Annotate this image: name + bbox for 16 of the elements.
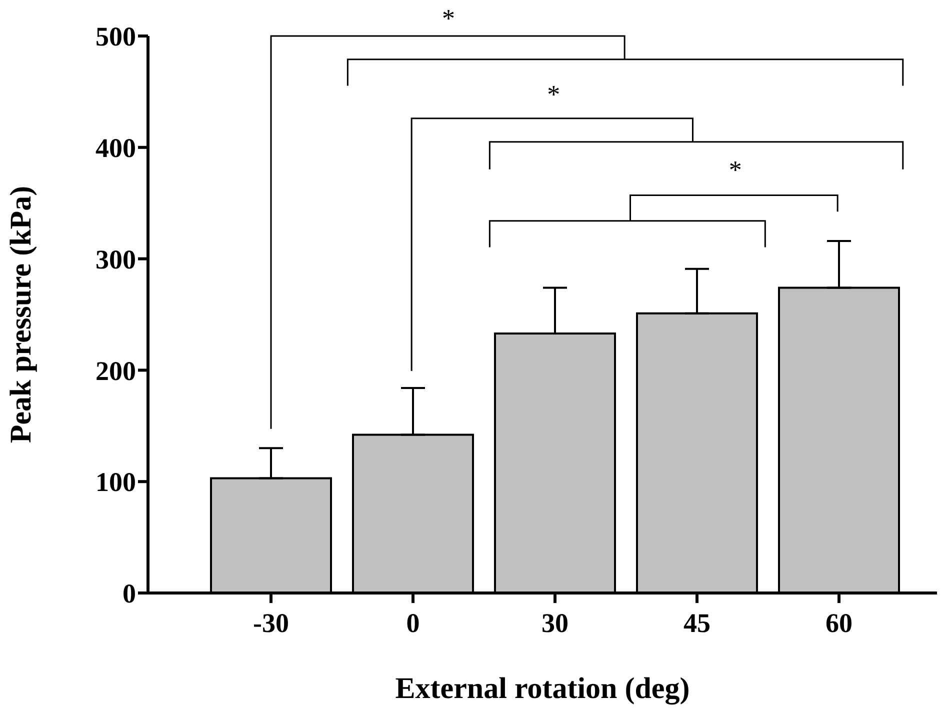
y-axis-title: Peak pressure (kPa) <box>4 186 38 444</box>
x-tick-label: 0 <box>406 608 420 638</box>
y-tick-label: 500 <box>96 22 136 52</box>
x-tick-label: -30 <box>253 608 289 638</box>
y-tick-label: 100 <box>96 467 136 498</box>
y-tick-label: 0 <box>122 578 136 609</box>
y-tick-label: 400 <box>96 132 136 163</box>
x-tick-label: 45 <box>684 608 710 638</box>
y-tick-label: 300 <box>96 244 136 274</box>
x-axis-title: External rotation (deg) <box>395 672 690 705</box>
x-tick-label: 60 <box>826 608 852 638</box>
annotation: * <box>547 80 560 109</box>
text: * <box>442 4 455 34</box>
x-tick-label: 30 <box>542 608 568 638</box>
y-tick-label: 200 <box>96 356 136 386</box>
annotation: * <box>728 156 742 185</box>
